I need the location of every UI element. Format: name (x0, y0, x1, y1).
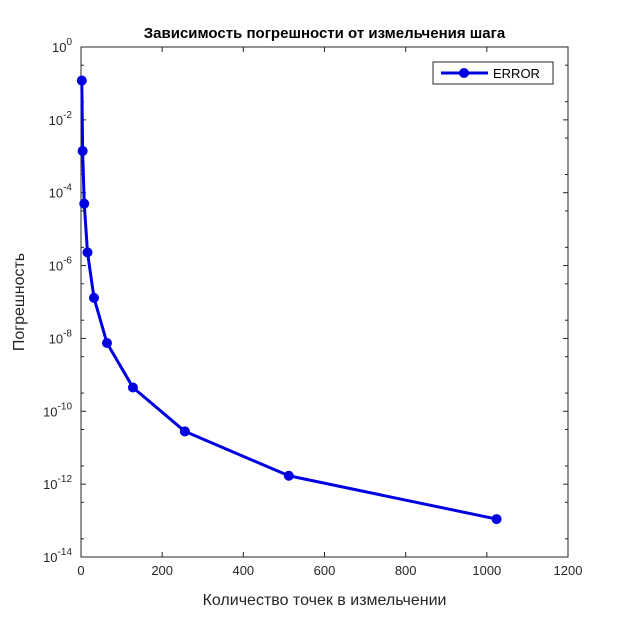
data-point (491, 514, 502, 525)
y-tick-base: 10 (49, 113, 63, 128)
y-tick-exponent: -12 (58, 474, 73, 485)
plot-area (80, 46, 569, 558)
y-tick-label: 10-2 (49, 110, 73, 128)
y-tick-base: 10 (52, 40, 66, 55)
y-tick-base: 10 (49, 259, 63, 274)
series-line-error (80, 80, 497, 521)
y-tick-label: 10-10 (43, 401, 72, 419)
data-point (127, 382, 138, 393)
data-point (76, 75, 87, 86)
x-tick-label: 0 (77, 563, 84, 578)
y-tick-label: 10-12 (43, 474, 72, 492)
y-tick-base: 10 (43, 404, 57, 419)
x-tick-label: 400 (232, 563, 254, 578)
x-tick-label: 200 (151, 563, 173, 578)
y-tick-base: 10 (49, 331, 63, 346)
plot-layer: 0 200 400 600 800 1000 120010-1410-1210-1010-8… (43, 37, 582, 578)
y-axis-label: Погрешность (11, 253, 28, 351)
y-tick-label: 10-14 (43, 547, 72, 565)
y-tick-base: 10 (49, 186, 63, 201)
data-point (88, 292, 99, 303)
legend-marker (459, 68, 469, 78)
x-axis-label: Количество точек в измельчении (203, 592, 447, 609)
y-tick-exponent: -8 (63, 328, 72, 339)
data-point (79, 198, 90, 209)
chart-title: Зависимость погрешности от измельчения ш… (144, 25, 506, 42)
x-tick-label: 1000 (472, 563, 501, 578)
x-tick-label: 800 (395, 563, 417, 578)
data-point (82, 247, 93, 258)
y-tick-label: 10-6 (49, 256, 73, 274)
data-point (283, 470, 294, 481)
y-tick-base: 10 (43, 550, 57, 565)
data-point (77, 145, 88, 156)
x-tick-label: 600 (314, 563, 336, 578)
y-tick-base: 10 (43, 477, 57, 492)
data-point (101, 337, 112, 348)
legend-label: ERROR (493, 66, 540, 81)
y-tick-exponent: -2 (63, 110, 72, 121)
x-tick-label: 1200 (554, 563, 583, 578)
y-tick-exponent: -10 (58, 401, 73, 412)
y-tick-label: 100 (52, 37, 72, 55)
y-tick-exponent: 0 (66, 37, 72, 48)
y-tick-exponent: -4 (63, 183, 72, 194)
y-tick-label: 10-8 (49, 328, 73, 346)
y-tick-exponent: -14 (58, 547, 73, 558)
data-point (179, 426, 190, 437)
y-tick-exponent: -6 (63, 256, 72, 267)
y-tick-label: 10-4 (49, 183, 73, 201)
legend-box (432, 61, 554, 85)
